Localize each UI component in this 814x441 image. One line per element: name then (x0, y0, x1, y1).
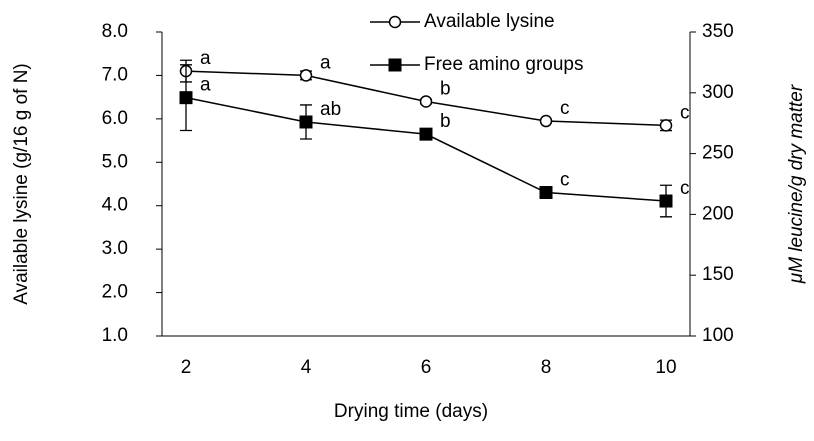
y-tick-label: 2.0 (102, 282, 128, 303)
y-tick-label: 5.0 (102, 151, 128, 172)
data-point (659, 194, 673, 208)
significance-label: a (200, 48, 211, 69)
x-axis-title: Drying time (days) (334, 401, 488, 422)
y2-tick-label: 300 (702, 82, 734, 103)
data-point (299, 69, 313, 82)
y-tick-label: 6.0 (102, 108, 128, 129)
significance-label: a (320, 52, 331, 73)
data-point (419, 127, 433, 141)
y2-tick-label: 200 (702, 203, 734, 224)
significance-label: b (440, 79, 451, 100)
x-tick-label: 8 (541, 357, 552, 378)
y-tick-label: 1.0 (102, 325, 128, 346)
data-point (539, 114, 553, 128)
y-tick-label: 4.0 (102, 195, 128, 216)
y2-tick-label: 100 (702, 325, 734, 346)
significance-label: ab (320, 99, 341, 120)
y2-axis-title: μM leucine/g dry matter (786, 84, 807, 284)
series-line (185, 96, 667, 202)
legend-marker (388, 58, 402, 72)
legend-marker (388, 15, 402, 29)
x-tick-label: 2 (181, 357, 192, 378)
x-tick-label: 6 (421, 357, 432, 378)
y2-tick-label: 150 (702, 264, 734, 285)
y-tick-label: 7.0 (102, 64, 128, 85)
significance-label: c (560, 98, 570, 119)
legend-label: Available lysine (424, 11, 555, 32)
significance-label: c (560, 170, 570, 191)
y-tick-label: 3.0 (102, 238, 128, 259)
legend-label: Free amino groups (424, 54, 583, 75)
significance-label: a (200, 75, 211, 96)
y-axis-title: Available lysine (g/16 g of N) (11, 63, 32, 305)
data-point (419, 95, 433, 108)
significance-label: b (440, 111, 451, 132)
data-point (659, 119, 673, 132)
x-tick-label: 4 (301, 357, 312, 378)
x-tick-label: 10 (655, 357, 676, 378)
y2-tick-label: 250 (702, 143, 734, 164)
significance-label: c (680, 102, 690, 123)
significance-label: c (680, 178, 690, 199)
y-tick-label: 8.0 (102, 21, 128, 42)
y2-tick-label: 350 (702, 21, 734, 42)
data-point (539, 186, 553, 200)
data-point (179, 91, 193, 105)
data-point (299, 115, 313, 129)
